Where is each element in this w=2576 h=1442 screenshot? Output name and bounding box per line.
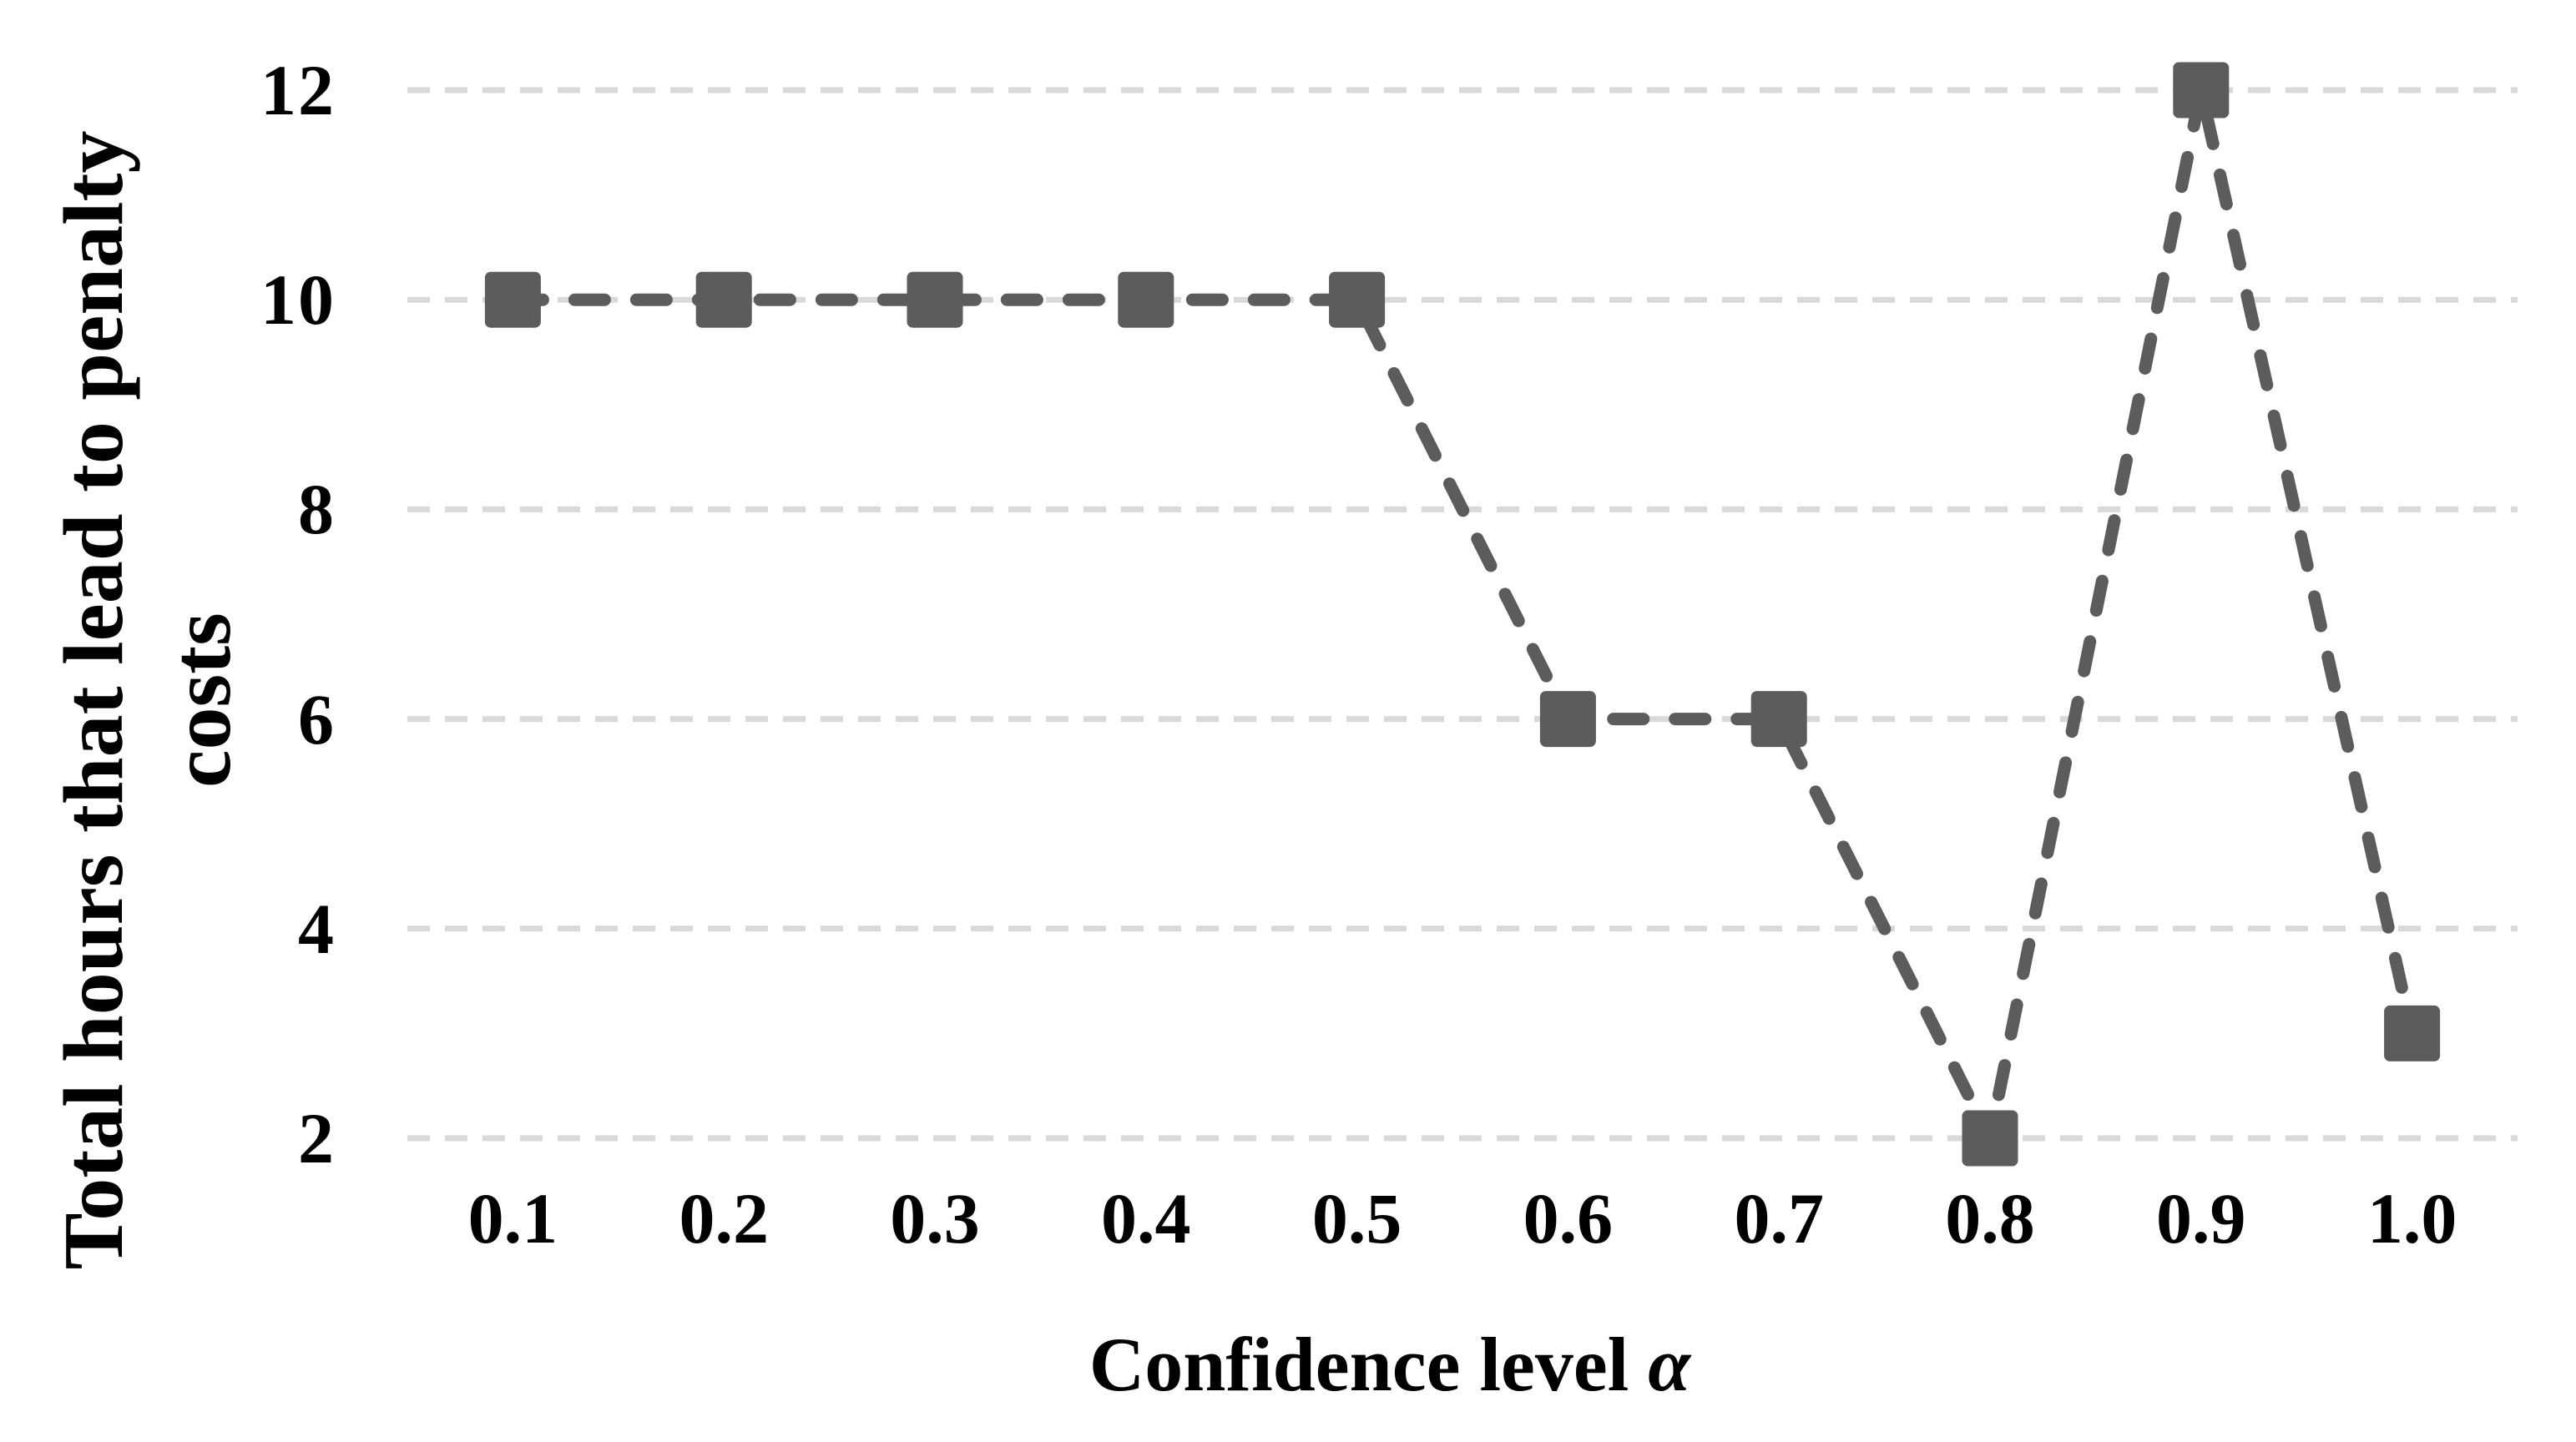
x-tick-label-0.1: 0.1	[467, 1178, 558, 1258]
data-point-marker-0.3	[907, 271, 963, 328]
series-dashed-line	[506, 83, 2419, 1145]
data-point-marker-1.0	[2384, 1005, 2441, 1061]
y-tick-label-8: 8	[298, 469, 336, 550]
alpha-symbol: α	[1648, 1322, 1691, 1407]
x-tick-label-0.3: 0.3	[890, 1178, 980, 1258]
data-point-marker-0.9	[2173, 62, 2230, 118]
data-point-marker-0.8	[1962, 1110, 2018, 1167]
data-point-marker-0.1	[484, 271, 541, 328]
x-tick-label-0.8: 0.8	[1945, 1178, 2035, 1258]
x-tick-label-1.0: 1.0	[2366, 1178, 2457, 1258]
x-axis-title-text: Confidence level	[1088, 1322, 1649, 1407]
x-tick-label-0.4: 0.4	[1101, 1178, 1191, 1258]
x-tick-label-0.7: 0.7	[1734, 1178, 1824, 1258]
y-tick-label-10: 10	[260, 260, 336, 340]
y-axis-title-line1: Total hours that lead to penalty	[47, 130, 141, 1270]
x-tick-label-0.6: 0.6	[1523, 1178, 1614, 1258]
y-tick-label-4: 4	[298, 888, 336, 969]
data-point-marker-0.2	[695, 271, 752, 328]
data-point-marker-0.4	[1118, 271, 1174, 328]
data-point-marker-0.5	[1329, 271, 1386, 328]
x-tick-label-0.2: 0.2	[679, 1178, 769, 1258]
x-tick-label-0.5: 0.5	[1311, 1178, 1402, 1258]
x-tick-label-0.9: 0.9	[2156, 1178, 2246, 1258]
data-point-marker-0.6	[1539, 691, 1596, 748]
x-axis-title: Confidence level α	[1089, 1316, 1690, 1413]
data-point-marker-0.7	[1750, 691, 1807, 748]
y-tick-label-12: 12	[260, 50, 336, 130]
y-tick-label-6: 6	[298, 678, 336, 759]
y-tick-label-2: 2	[298, 1098, 336, 1178]
